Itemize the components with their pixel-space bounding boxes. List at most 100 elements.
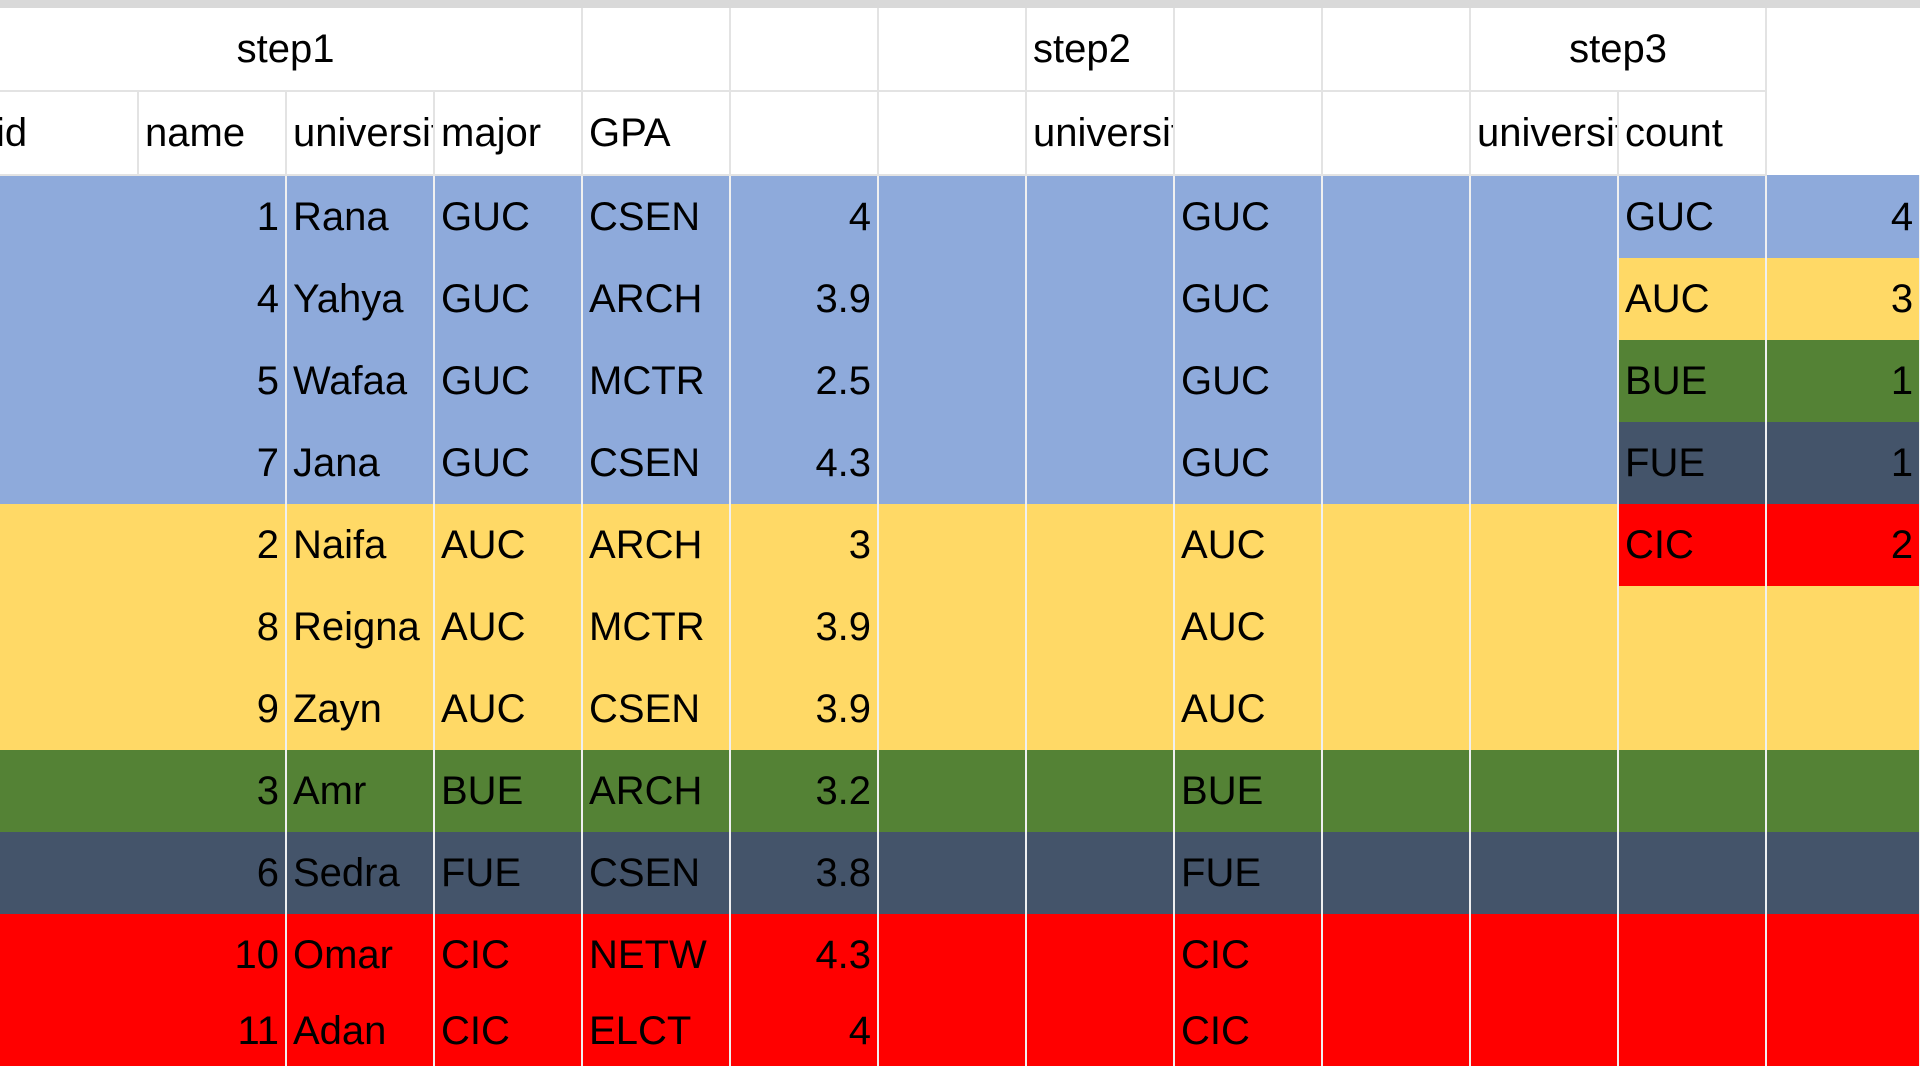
major-cell[interactable]: CSEN <box>582 422 732 504</box>
cell[interactable] <box>1618 832 1768 914</box>
cell[interactable] <box>878 750 1028 832</box>
gpa-cell[interactable]: 4 <box>730 996 880 1066</box>
university-cell[interactable]: AUC <box>434 668 584 750</box>
cell[interactable] <box>730 8 880 92</box>
major-cell[interactable]: CSEN <box>582 175 732 258</box>
cell[interactable] <box>878 8 1028 92</box>
cell[interactable] <box>1470 996 1620 1066</box>
university-cell[interactable]: GUC <box>434 340 584 422</box>
gpa-cell[interactable]: 4 <box>730 175 880 258</box>
name-cell[interactable]: Reigna <box>286 586 435 668</box>
cell[interactable] <box>878 258 1028 340</box>
step3-count-cell[interactable]: 3 <box>1766 258 1920 340</box>
major-cell[interactable]: CSEN <box>582 832 732 914</box>
step3-university-cell[interactable]: FUE <box>1618 422 1768 504</box>
cell[interactable] <box>1470 832 1620 914</box>
major-cell[interactable]: ARCH <box>582 750 732 832</box>
step3-count-cell[interactable]: 2 <box>1766 504 1920 586</box>
id-cell[interactable]: 8 <box>0 586 287 668</box>
step2-university-cell[interactable]: BUE <box>1174 750 1324 832</box>
name-cell[interactable]: Amr <box>286 750 435 832</box>
id-cell[interactable]: 2 <box>0 504 287 586</box>
cell[interactable] <box>878 668 1028 750</box>
major-cell[interactable]: NETW <box>582 914 732 996</box>
step2-university-cell[interactable]: GUC <box>1174 258 1324 340</box>
id-cell[interactable]: 7 <box>0 422 287 504</box>
cell[interactable] <box>1322 996 1472 1066</box>
university-cell[interactable]: CIC <box>434 914 584 996</box>
step2-university-cell[interactable]: CIC <box>1174 996 1324 1066</box>
university-cell[interactable]: AUC <box>434 586 584 668</box>
id-cell[interactable]: 5 <box>0 340 287 422</box>
step3-count-header[interactable]: count <box>1618 91 1768 176</box>
step2-university-cell[interactable]: GUC <box>1174 175 1324 258</box>
major-cell[interactable]: ARCH <box>582 504 732 586</box>
name-cell[interactable]: Zayn <box>286 668 435 750</box>
cell[interactable] <box>878 996 1028 1066</box>
cell[interactable] <box>1322 750 1472 832</box>
cell[interactable] <box>1470 668 1620 750</box>
cell[interactable] <box>1618 996 1768 1066</box>
cell[interactable] <box>1174 91 1324 176</box>
step2-university-cell[interactable]: GUC <box>1174 340 1324 422</box>
cell[interactable] <box>1026 996 1176 1066</box>
cell[interactable] <box>1322 586 1472 668</box>
cell[interactable] <box>1618 750 1768 832</box>
step3-university-header[interactable]: university <box>1470 91 1620 176</box>
university-cell[interactable]: GUC <box>434 258 584 340</box>
step2-university-cell[interactable]: AUC <box>1174 504 1324 586</box>
name-cell[interactable]: Wafaa <box>286 340 435 422</box>
cell[interactable] <box>1618 668 1768 750</box>
cell[interactable] <box>1174 8 1324 92</box>
id-cell[interactable]: 9 <box>0 668 287 750</box>
cell[interactable] <box>730 91 880 176</box>
cell[interactable] <box>1618 586 1768 668</box>
cell[interactable] <box>878 175 1028 258</box>
cell[interactable] <box>878 91 1028 176</box>
cell[interactable] <box>878 914 1028 996</box>
cell[interactable] <box>1470 422 1620 504</box>
major-cell[interactable]: ARCH <box>582 258 732 340</box>
cell[interactable] <box>1766 914 1920 996</box>
name-cell[interactable]: Sedra <box>286 832 435 914</box>
cell[interactable] <box>1322 91 1472 176</box>
step2-university-cell[interactable]: GUC <box>1174 422 1324 504</box>
id-cell[interactable]: 4 <box>0 258 287 340</box>
step3-university-cell[interactable]: BUE <box>1618 340 1768 422</box>
step3-university-cell[interactable]: AUC <box>1618 258 1768 340</box>
id-column-header[interactable]: id <box>0 91 139 176</box>
gpa-cell[interactable]: 3.8 <box>730 832 880 914</box>
cell[interactable] <box>1026 504 1176 586</box>
cell[interactable] <box>878 504 1028 586</box>
cell[interactable] <box>1766 750 1920 832</box>
cell[interactable] <box>1322 504 1472 586</box>
cell[interactable] <box>1322 175 1472 258</box>
name-cell[interactable]: Omar <box>286 914 435 996</box>
major-cell[interactable]: CSEN <box>582 668 732 750</box>
id-cell[interactable]: 11 <box>0 996 287 1066</box>
cell[interactable] <box>1322 340 1472 422</box>
university-column-header[interactable]: university <box>286 91 435 176</box>
gpa-cell[interactable]: 3.2 <box>730 750 880 832</box>
step3-count-cell[interactable]: 1 <box>1766 340 1920 422</box>
cell[interactable] <box>878 340 1028 422</box>
cell[interactable] <box>1618 914 1768 996</box>
cell[interactable] <box>1026 340 1176 422</box>
cell[interactable] <box>1026 258 1176 340</box>
cell[interactable] <box>1766 668 1920 750</box>
cell[interactable] <box>1470 504 1620 586</box>
name-column-header[interactable]: name <box>138 91 287 176</box>
cell[interactable] <box>1322 8 1472 92</box>
gpa-cell[interactable]: 4.3 <box>730 914 880 996</box>
name-cell[interactable]: Naifa <box>286 504 435 586</box>
cell[interactable] <box>582 8 732 92</box>
step3-university-cell[interactable]: CIC <box>1618 504 1768 586</box>
cell[interactable] <box>1026 586 1176 668</box>
university-cell[interactable]: FUE <box>434 832 584 914</box>
cell[interactable] <box>878 832 1028 914</box>
cell[interactable] <box>878 586 1028 668</box>
cell[interactable] <box>1322 832 1472 914</box>
step2-university-header[interactable]: university <box>1026 91 1176 176</box>
step3-university-cell[interactable]: GUC <box>1618 175 1768 258</box>
major-column-header[interactable]: major <box>434 91 584 176</box>
